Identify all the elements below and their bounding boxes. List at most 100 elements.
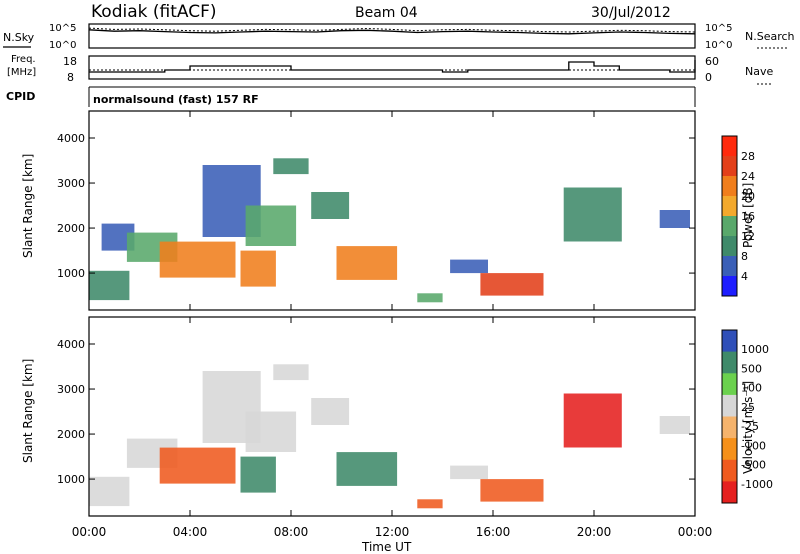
colorbar-tick-label: 8: [741, 250, 748, 263]
y-tick-label: 4000: [57, 132, 85, 145]
noise-panel-frame: [88, 23, 696, 49]
velocity-ylabel: Slant Range [km]: [21, 359, 35, 463]
echo-patch-6: [245, 205, 297, 246]
colorbar-tick-label: -1000: [741, 478, 773, 491]
power-ylabel: Slant Range [km]: [21, 154, 35, 258]
y-tick-label: 1000: [57, 267, 85, 280]
echo-patch-12: [563, 393, 622, 448]
cpid-label: CPID: [6, 90, 35, 103]
velocity-colorbar: 1000 500 100 25 -25 -100 -500 -1000: [721, 329, 773, 504]
y-tick-label: 3000: [57, 177, 85, 190]
echo-patch-5: [240, 250, 276, 287]
x-tick-label: 08:00: [274, 525, 309, 539]
velocity-marks: [89, 364, 690, 509]
colorbar-segment: [722, 394, 737, 417]
colorbar-segment: [722, 196, 737, 217]
x-tick-label: 00:00: [72, 525, 107, 539]
echo-patch-6: [273, 364, 309, 381]
noise-left-tick-top: 10^5: [49, 23, 76, 34]
power-yticks: 1000 2000 3000 4000: [57, 132, 695, 280]
colorbar-segment: [722, 373, 737, 396]
echo-patch-4: [240, 456, 276, 493]
colorbar-tick-label: 4: [741, 270, 748, 283]
echo-patch-3: [159, 241, 236, 278]
colorbar-segment: [722, 330, 737, 353]
beam-label: Beam 04: [355, 5, 418, 21]
power-colorbar-label: Power [dB]: [741, 183, 755, 248]
velocity-colorbar-label: Velocity [m s⁻¹]: [741, 381, 755, 474]
colorbar-segment: [722, 481, 737, 504]
date-label: 30/Jul/2012: [591, 5, 671, 21]
freq-line: [89, 60, 696, 73]
noise-left-tick-bottom: 10^0: [49, 40, 76, 51]
noise-left-label: N.Sky: [3, 31, 35, 44]
colorbar-segment: [722, 156, 737, 177]
nave-tick-top: 60: [705, 55, 719, 68]
x-tick-label: 04:00: [173, 525, 208, 539]
cpid-text: normalsound (fast) 157 RF: [93, 93, 259, 106]
echo-patch-0: [89, 270, 130, 301]
colorbar-tick-label: -100: [741, 439, 766, 452]
echo-patch-11: [450, 259, 488, 274]
colorbar-tick-label: 500: [741, 362, 762, 375]
colorbar-tick-label: 25: [741, 401, 755, 414]
colorbar-segment: [722, 351, 737, 374]
colorbar-tick-label: -25: [741, 420, 759, 433]
echo-patch-5: [245, 411, 297, 452]
y-tick-label: 4000: [57, 338, 85, 351]
colorbar-tick-label: 1000: [741, 343, 769, 356]
noise-search-line: [88, 27, 696, 33]
echo-patch-9: [336, 246, 398, 280]
x-tick-label: 16:00: [476, 525, 511, 539]
freq-label-bottom: [MHz]: [7, 67, 36, 78]
colorbar-tick-label: -500: [741, 459, 766, 472]
noise-right-tick-bottom: 10^0: [705, 40, 732, 51]
x-tick-label: 12:00: [375, 525, 410, 539]
x-tick-label: 20:00: [577, 525, 612, 539]
colorbar-frame: [721, 135, 738, 297]
colorbar-segment: [722, 216, 737, 237]
figure-title: Kodiak (fitACF): [91, 2, 217, 22]
nave-label: Nave: [745, 65, 773, 78]
colorbar-segment: [722, 459, 737, 482]
echo-patch-13: [563, 187, 622, 242]
colorbar-tick-label: 20: [741, 190, 755, 203]
velocity-yticks: 1000 2000 3000 4000: [57, 338, 695, 486]
echo-patch-7: [311, 398, 350, 425]
echo-patch-2: [159, 447, 236, 484]
xlabel-time: Time UT: [361, 540, 412, 554]
echo-patch-9: [417, 499, 443, 509]
freq-tick-top: 18: [63, 55, 77, 68]
colorbar-segment: [722, 256, 737, 277]
echo-patch-8: [336, 452, 398, 486]
y-tick-label: 1000: [57, 473, 85, 486]
colorbar-segment: [722, 236, 737, 257]
freq-tick-bottom: 8: [67, 71, 74, 84]
y-tick-label: 2000: [57, 222, 85, 235]
y-tick-label: 2000: [57, 428, 85, 441]
noise-sky-line: [88, 29, 696, 35]
echo-patch-7: [273, 158, 309, 175]
echo-patch-11: [480, 479, 544, 502]
echo-patch-10: [450, 465, 488, 480]
colorbar-segment: [722, 438, 737, 461]
echo-patch-0: [89, 476, 130, 507]
power-colorbar: 28 24 20 16 12 8 4: [721, 135, 755, 297]
echo-patch-8: [311, 192, 350, 219]
colorbar-segment: [722, 276, 737, 297]
echo-patch-10: [417, 293, 443, 303]
colorbar-segment: [722, 416, 737, 439]
x-tick-label: 00:00: [678, 525, 713, 539]
echo-patch-14: [659, 210, 690, 228]
echo-patch-12: [480, 273, 544, 296]
colorbar-tick-label: 100: [741, 382, 762, 395]
colorbar-segment: [722, 136, 737, 157]
colorbar-tick-label: 12: [741, 230, 755, 243]
echo-patch-13: [659, 416, 690, 434]
freq-panel-frame: [88, 55, 696, 80]
x-ticks: 00:00 04:00 08:00 12:00 16:00 20:00 00:00: [72, 111, 713, 539]
noise-right-label: N.Search: [745, 30, 795, 43]
nave-tick-bottom: 0: [705, 71, 712, 84]
power-marks: [89, 158, 690, 303]
